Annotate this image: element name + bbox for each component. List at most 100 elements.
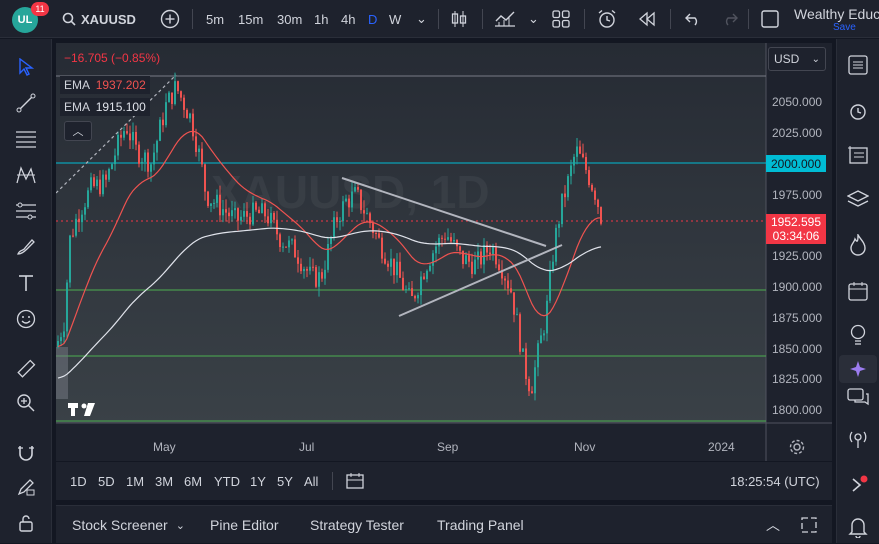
chats-button[interactable] <box>844 383 872 411</box>
emoji-tool[interactable] <box>12 305 40 333</box>
alert-button[interactable] <box>597 0 617 38</box>
range-all[interactable]: All <box>304 473 319 489</box>
layers-button[interactable] <box>844 185 872 213</box>
news-button[interactable] <box>844 141 872 169</box>
undo-button[interactable] <box>685 0 701 38</box>
cursor-tool[interactable] <box>12 53 40 81</box>
alerts-button[interactable] <box>844 97 872 125</box>
candle-body <box>363 210 365 214</box>
candle-body <box>345 198 347 202</box>
tab-trading-panel[interactable]: Trading Panel <box>437 517 524 533</box>
tab-pine-editor[interactable]: Pine Editor <box>210 517 279 533</box>
price-tick: 1850.000 <box>772 342 823 356</box>
brush-tool[interactable] <box>12 233 40 261</box>
candle-body <box>300 263 302 272</box>
trendline-tool[interactable] <box>12 89 40 117</box>
candle-body <box>561 193 563 225</box>
candle-body <box>168 92 170 103</box>
replay-play-button[interactable] <box>844 471 872 499</box>
ema-fast-legend[interactable]: EMA 1937.202 <box>60 76 150 94</box>
hotlists-button[interactable] <box>844 231 872 259</box>
replay-button[interactable] <box>638 0 656 38</box>
utc-clock[interactable]: 18:25:54 (UTC) <box>730 473 820 489</box>
candle-body <box>528 378 530 392</box>
indicators-dropdown[interactable]: ⌄ <box>528 0 539 38</box>
range-3m[interactable]: 3M <box>155 473 174 489</box>
candle-body <box>105 174 107 180</box>
interval-d-active[interactable]: D <box>368 11 378 27</box>
interval-30m[interactable]: 30m <box>277 11 303 27</box>
interval-15m[interactable]: 15m <box>238 11 264 27</box>
go-to-date-button[interactable] <box>346 462 366 500</box>
prediction-tool[interactable] <box>12 197 40 225</box>
interval-5m[interactable]: 5m <box>206 11 225 27</box>
watchlist-button[interactable] <box>844 51 872 79</box>
zoom-tool[interactable] <box>12 389 40 417</box>
candle-body <box>372 223 374 233</box>
collapse-legend-button[interactable]: ︿ <box>64 121 92 141</box>
calendar-button[interactable] <box>844 277 872 305</box>
candle-body <box>495 247 497 265</box>
interval-w[interactable]: W <box>389 11 402 27</box>
candle-body <box>165 102 167 126</box>
candles-layer <box>57 72 602 401</box>
redo-button[interactable] <box>722 0 738 38</box>
compare-symbol-button[interactable] <box>160 0 180 38</box>
range-5d[interactable]: 5D <box>98 473 115 489</box>
top-toolbar: UL 11 XAUUSD 5m 15m 30m 1h 4h D W ⌄ ⌄ We <box>0 0 879 38</box>
layout-button[interactable] <box>552 0 570 38</box>
currency-select[interactable]: USD ⌄ <box>768 47 826 71</box>
range-1m[interactable]: 1M <box>126 473 145 489</box>
dashed-trendline[interactable] <box>56 74 177 194</box>
streams-button[interactable] <box>844 425 872 453</box>
candle-body <box>417 295 419 299</box>
ideas-button[interactable] <box>844 321 872 349</box>
candle-body <box>267 216 269 224</box>
range-5y[interactable]: 5Y <box>277 473 293 489</box>
notifications-button[interactable] <box>844 513 872 541</box>
symbol-search[interactable]: XAUUSD <box>62 0 136 38</box>
ema-slow-legend[interactable]: EMA 1915.100 <box>60 98 150 116</box>
tab-strategy-tester[interactable]: Strategy Tester <box>310 517 404 533</box>
candle-body <box>465 255 467 265</box>
pattern-icon <box>16 166 36 184</box>
pattern-tool[interactable] <box>12 161 40 189</box>
magnet-tool[interactable] <box>12 439 40 467</box>
ai-assistant-button[interactable] <box>839 355 877 383</box>
candle-body <box>96 179 98 187</box>
tab-stock-screener[interactable]: Stock Screener ⌄ <box>72 506 185 544</box>
chart-settings-button[interactable] <box>789 439 805 460</box>
range-1y[interactable]: 1Y <box>250 473 266 489</box>
alarm-clock-icon <box>850 104 866 120</box>
account-menu[interactable]: Wealthy Educ Save <box>794 0 879 38</box>
interval-1h[interactable]: 1h <box>314 11 329 27</box>
price-chart[interactable]: XAUUSD, 1D <box>56 43 832 461</box>
ema-fast-label: EMA <box>64 78 90 92</box>
sparkle-icon <box>850 361 866 377</box>
candle-body <box>396 261 398 276</box>
candle-body <box>336 217 338 223</box>
ruler-tool[interactable] <box>12 355 40 383</box>
lock-tool[interactable] <box>12 509 40 537</box>
interval-dropdown[interactable]: ⌄ <box>416 0 427 38</box>
fib-tool[interactable] <box>12 125 40 153</box>
maximize-panel-button[interactable] <box>801 506 817 544</box>
interval-4h[interactable]: 4h <box>341 11 356 27</box>
draw-mode-tool[interactable] <box>12 473 40 501</box>
text-tool[interactable] <box>12 269 40 297</box>
range-6m[interactable]: 6M <box>184 473 203 489</box>
range-1d[interactable]: 1D <box>70 473 87 489</box>
save-link[interactable]: Save <box>833 21 856 33</box>
indicators-button[interactable] <box>494 0 516 38</box>
chart-pane[interactable]: XAUUSD, 1D −16.705 (−0.85%) EMA 1937.202… <box>56 43 832 461</box>
range-ytd[interactable]: YTD <box>214 473 240 489</box>
descending-trendline[interactable] <box>341 177 547 247</box>
candle-body <box>63 331 65 338</box>
chart-type-button[interactable] <box>450 0 468 38</box>
expand-panel-button[interactable]: ︿ <box>766 506 780 544</box>
ascending-trendline[interactable] <box>398 244 563 317</box>
fullscreen-button[interactable] <box>761 0 779 38</box>
candle-body <box>102 174 104 195</box>
text-icon <box>19 275 33 291</box>
candle-body <box>585 157 587 171</box>
